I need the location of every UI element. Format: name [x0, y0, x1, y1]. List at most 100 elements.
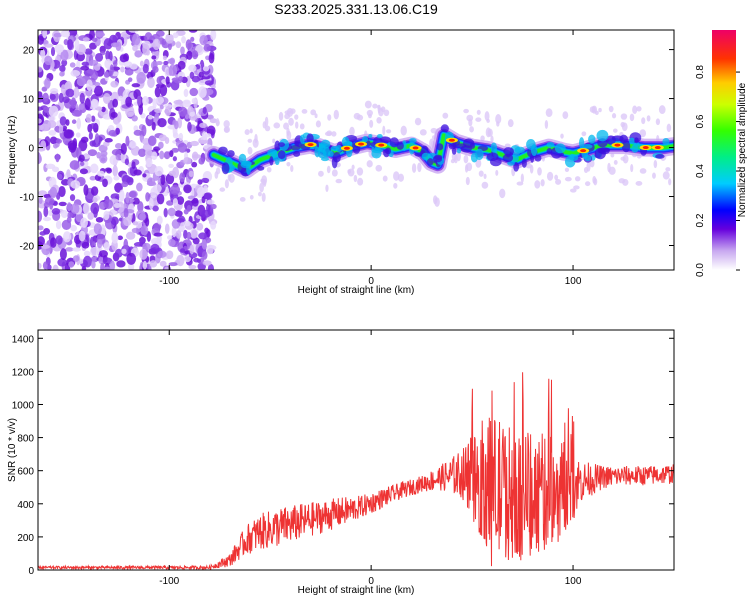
noise-blob	[186, 205, 192, 212]
spectrogram-y-ticks: -20 -10 0 10 20	[20, 46, 674, 253]
sparse-blob	[400, 125, 407, 136]
sparse-blob	[629, 113, 635, 122]
colorbar-tick-label: 0.4	[695, 164, 706, 178]
noise-blob	[113, 175, 120, 181]
ridge-blob	[662, 137, 670, 146]
sparse-blob	[215, 167, 221, 175]
noise-blob	[86, 79, 93, 92]
sparse-blob	[636, 106, 642, 112]
noise-blob	[109, 260, 116, 270]
noise-blob	[41, 244, 51, 249]
ridge-peak-spot	[412, 146, 419, 150]
snr-y-tick-label: 0	[28, 566, 34, 577]
spectrogram-heatmap	[38, 30, 674, 270]
sparse-blob	[261, 192, 266, 202]
ridge-blob	[421, 152, 430, 161]
noise-blob	[126, 252, 137, 265]
snr-y-tick-label: 1000	[12, 400, 35, 411]
noise-blob	[206, 199, 215, 205]
noise-blob	[73, 86, 80, 99]
noise-blob	[80, 161, 85, 167]
noise-blob	[76, 117, 82, 130]
ridge-blob	[257, 165, 265, 171]
noise-blob	[42, 92, 49, 102]
colorbar-tick-label: 0.6	[695, 114, 706, 128]
noise-blob	[65, 247, 74, 252]
ridge-peak-spot	[343, 146, 350, 150]
noise-blob	[43, 106, 50, 113]
noise-blob	[76, 77, 86, 87]
ridge-blob	[621, 140, 631, 153]
noise-blob	[53, 143, 58, 149]
noise-blob	[112, 98, 119, 108]
noise-blob	[84, 98, 91, 111]
noise-blob	[92, 197, 98, 203]
noise-blob	[97, 170, 105, 177]
noise-blob	[145, 157, 153, 168]
noise-blob	[95, 216, 104, 223]
sparse-blob	[630, 164, 634, 173]
noise-blob	[111, 232, 119, 244]
noise-blob	[165, 76, 170, 85]
noise-blob	[103, 266, 111, 270]
noise-blob	[159, 104, 164, 110]
noise-blob	[132, 221, 139, 226]
noise-blob	[38, 196, 43, 205]
sparse-blob	[366, 109, 373, 117]
noise-blob	[78, 154, 85, 163]
noise-blob	[53, 32, 63, 38]
snr-y-label: SNR (10 * v/v)	[7, 418, 18, 482]
noise-blob	[39, 123, 50, 132]
ridge-blob	[371, 148, 382, 159]
noise-blob	[114, 248, 123, 258]
sparse-blob	[475, 117, 482, 122]
noise-blob	[40, 140, 47, 151]
noise-blob	[55, 138, 62, 144]
noise-blob	[196, 222, 204, 231]
noise-blob	[83, 184, 89, 196]
noise-blob	[174, 120, 179, 130]
noise-blob	[163, 60, 169, 66]
noise-blob	[104, 58, 112, 69]
noise-blob	[132, 44, 138, 52]
ridge-blob	[293, 151, 301, 157]
noise-blob	[125, 135, 130, 147]
noise-blob	[118, 189, 125, 202]
noise-blob	[113, 202, 121, 208]
sparse-blob	[613, 128, 618, 133]
noise-blob	[100, 262, 105, 270]
noise-blob	[172, 156, 177, 162]
sparse-blob	[537, 167, 542, 176]
noise-blob	[174, 210, 183, 217]
noise-blob	[164, 266, 170, 270]
noise-blob	[157, 117, 167, 128]
noise-blob	[142, 96, 149, 106]
noise-blob	[168, 65, 173, 77]
noise-blob	[152, 205, 159, 212]
noise-blob	[104, 138, 113, 143]
noise-blob	[196, 258, 201, 264]
ridge-blob	[588, 134, 596, 144]
snr-series-line	[38, 372, 674, 570]
ridge-peak-spot	[642, 146, 649, 150]
noise-blob	[202, 65, 210, 72]
ridge-blob	[568, 154, 579, 162]
sparse-blob	[393, 171, 400, 181]
sparse-blob	[544, 120, 549, 129]
ridge-blob	[218, 146, 228, 155]
snr-y-tick-label: 200	[17, 533, 34, 544]
noise-blob	[90, 255, 99, 263]
noise-blob	[82, 202, 90, 215]
ridge-blob	[633, 141, 640, 147]
sparse-blob	[594, 110, 599, 116]
noise-blob	[154, 112, 160, 119]
noise-blob	[124, 158, 130, 166]
noise-blob	[90, 163, 99, 174]
noise-blob	[38, 35, 44, 45]
noise-blob	[125, 231, 136, 240]
noise-blob	[151, 121, 156, 131]
noise-blob	[165, 173, 175, 185]
sparse-blob	[584, 181, 591, 187]
noise-blob	[140, 225, 149, 236]
